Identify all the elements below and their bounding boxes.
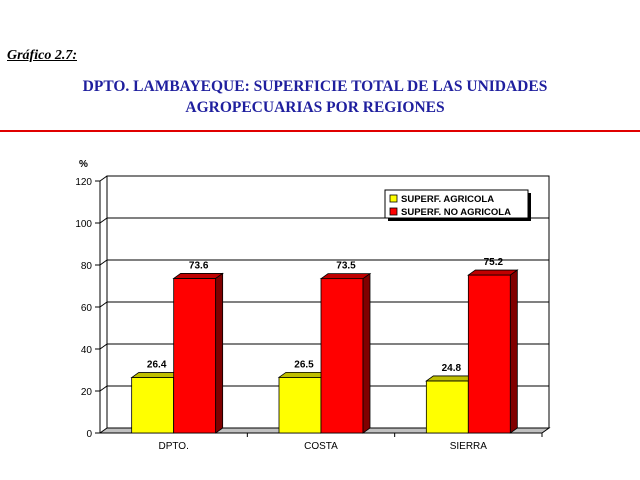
header-divider: [0, 130, 640, 132]
data-label: 73.5: [336, 261, 356, 272]
data-label: 26.4: [147, 360, 167, 371]
legend-swatch: [389, 207, 398, 216]
bar-1-top: [172, 273, 224, 279]
y-tick-label: 80: [81, 261, 93, 272]
bar-0-front: [425, 380, 469, 434]
gridline-diagonal: [99, 343, 108, 350]
y-axis-unit: %: [79, 159, 88, 170]
legend-swatch: [389, 194, 398, 203]
data-label: 75.2: [484, 257, 504, 268]
data-label: 73.6: [189, 260, 209, 271]
y-tick-label: 0: [86, 429, 92, 440]
chart-title-line-1: DPTO. LAMBAYEQUE: SUPERFICIE TOTAL DE LA…: [82, 78, 548, 95]
y-tick-label: 60: [81, 303, 93, 314]
bar-1-front: [320, 278, 364, 434]
y-tick-label: 40: [81, 345, 93, 356]
x-tick-label: DPTO.: [158, 441, 188, 452]
legend-label: SUPERF. AGRICOLA: [401, 194, 494, 205]
bar-1-side: [362, 272, 371, 434]
plot-area: 0 20 40 60 80 100 120 26.4 73.6 DPTO. 26.5 73.5 COST…: [75, 175, 551, 452]
y-tick-label: 20: [81, 387, 93, 398]
x-tick-label: SIERRA: [450, 441, 488, 452]
legend: SUPERF. AGRICOLA SUPERF. NO AGRICOLA: [384, 189, 531, 221]
gridline-diagonal: [99, 217, 108, 224]
y-tick-label: 100: [75, 219, 92, 230]
bar-0-front: [131, 377, 175, 434]
bar-1-front: [467, 274, 511, 434]
bar-1-top: [319, 273, 372, 280]
bar-1-top: [467, 269, 519, 276]
y-tick-label: 120: [75, 177, 92, 188]
figure-label: Gráfico 2.7:: [7, 48, 77, 63]
data-label: 24.8: [442, 363, 462, 374]
legend-box: [384, 189, 529, 219]
legend-label: SUPERF. NO AGRICOLA: [401, 207, 511, 218]
bar-0-front: [278, 376, 322, 434]
gridline-diagonal: [99, 385, 108, 392]
gridline-diagonal: [99, 301, 108, 308]
gridline-diagonal: [99, 259, 108, 266]
bar-1-side: [215, 272, 224, 434]
bar-1-side: [509, 269, 518, 434]
bar-1-front: [173, 278, 217, 434]
gridline-diagonal: [99, 175, 108, 182]
x-tick-label: COSTA: [304, 441, 338, 452]
data-label: 26.5: [294, 359, 314, 370]
chart-title-line-2: AGROPECUARIAS POR REGIONES: [185, 99, 445, 116]
